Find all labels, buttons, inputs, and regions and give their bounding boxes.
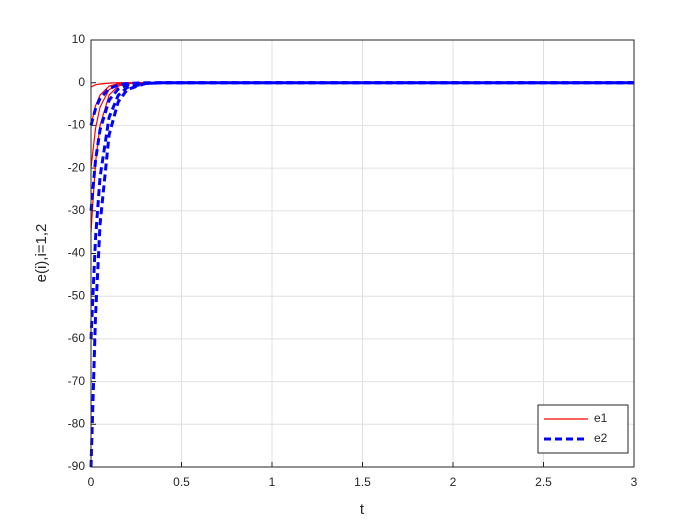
- axes-box: [90, 39, 635, 468]
- y-tick-label: 0: [78, 75, 85, 89]
- y-tick-label: -90: [68, 459, 86, 473]
- y-tick-label: 10: [72, 32, 86, 46]
- y-axis-label: e(i),i=1,2: [33, 224, 50, 283]
- x-tick-label: 1.5: [354, 475, 371, 489]
- legend-label: e1: [594, 411, 608, 425]
- legend-label: e2: [594, 431, 608, 445]
- y-tick-label: -80: [68, 416, 86, 430]
- y-tick-label: -40: [68, 246, 86, 260]
- y-tick-label: -10: [68, 118, 86, 132]
- legend-box: [537, 404, 629, 454]
- x-tick-label: 1: [269, 475, 276, 489]
- data-line: [89, 81, 634, 468]
- x-tick-label: 3: [631, 475, 638, 489]
- y-tick-label: -20: [68, 160, 86, 174]
- x-axis-label: t: [360, 501, 365, 518]
- x-tick-label: 0.5: [173, 475, 190, 489]
- y-tick-label: -70: [68, 374, 86, 388]
- y-tick-label: -60: [68, 331, 86, 345]
- x-tick-label: 2: [450, 475, 457, 489]
- y-tick-label: -50: [68, 288, 86, 302]
- x-tick-label: 2.5: [535, 475, 552, 489]
- y-tick-label: -30: [68, 203, 86, 217]
- x-tick-label: 0: [88, 475, 95, 489]
